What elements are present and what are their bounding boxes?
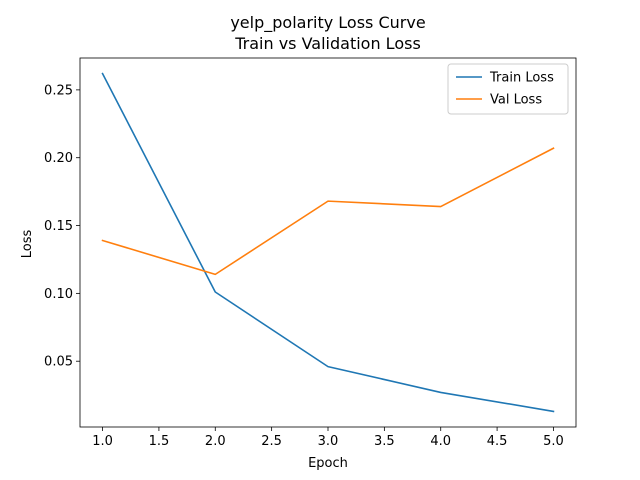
y-axis-label: Loss [20, 230, 35, 259]
y-tick-label: 0.15 [44, 219, 73, 234]
x-tick-label: 5.0 [543, 434, 564, 449]
y-tick-label: 0.20 [44, 151, 73, 166]
x-tick-label: 1.0 [92, 434, 113, 449]
plot-area: 1.0 1.5 2.0 2.5 3.0 3.5 4.0 4.5 5.0 0.05 0.10 0.15 0… [44, 57, 577, 449]
x-tick-label: 2.0 [205, 434, 226, 449]
y-tick-label: 0.25 [44, 83, 73, 98]
chart-subtitle: Train vs Validation Loss [234, 34, 421, 53]
x-axis-label: Epoch [308, 456, 348, 471]
x-tick-label: 3.0 [318, 434, 339, 449]
series-line-val-loss [101, 147, 555, 276]
x-tick-label: 3.5 [374, 434, 395, 449]
x-tick-label: 4.0 [430, 434, 451, 449]
y-tick-label: 0.10 [44, 287, 73, 302]
x-tick-label: 4.5 [487, 434, 508, 449]
x-tick-label: 1.5 [149, 434, 170, 449]
legend: Train Loss Val Loss [447, 63, 569, 115]
x-tick-label: 2.5 [261, 434, 282, 449]
y-tick-label: 0.05 [44, 355, 73, 370]
legend-label-val-loss: Val Loss [490, 93, 542, 108]
legend-label-train-loss: Train Loss [489, 71, 554, 86]
series-line-train-loss [101, 72, 555, 413]
chart-title: yelp_polarity Loss Curve [230, 13, 425, 33]
